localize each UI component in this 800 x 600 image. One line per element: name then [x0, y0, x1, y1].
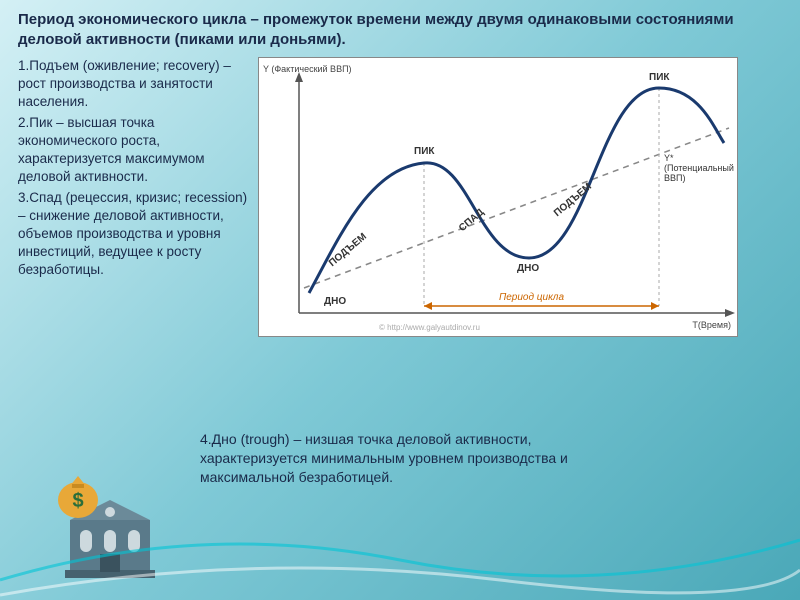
y-axis-label: Y (Фактический ВВП): [263, 64, 352, 74]
label-trough-2: ДНО: [517, 263, 539, 274]
def-4: 4.Дно (trough) – низшая точка деловой ак…: [200, 430, 640, 487]
label-peak-1: ПИК: [414, 146, 434, 157]
x-axis-label: T(Время): [692, 320, 731, 330]
def-1: 1.Подъем (оживление; recovery) – рост пр…: [18, 57, 248, 112]
label-potential-gdp: Y* (Потенциальный ВВП): [664, 153, 737, 183]
chart-watermark: © http://www.galyautdinov.ru: [379, 323, 480, 332]
label-trough-1: ДНО: [324, 296, 346, 307]
label-peak-2: ПИК: [649, 72, 669, 83]
def-3: 3.Спад (рецессия, кризис; recession) – с…: [18, 189, 248, 280]
business-cycle-chart: Y (Фактический ВВП) T(Время) ПОДЪЕМ ПИК …: [258, 57, 738, 337]
svg-text:$: $: [72, 490, 83, 512]
slide-title: Период экономического цикла – промежуток…: [0, 0, 800, 57]
definitions-left: 1.Подъем (оживление; recovery) – рост пр…: [18, 57, 248, 337]
bank-building-icon: $: [50, 470, 170, 580]
content-row: 1.Подъем (оживление; recovery) – рост пр…: [0, 57, 800, 337]
def-2: 2.Пик – высшая точка экономического рост…: [18, 114, 248, 187]
period-label: Период цикла: [499, 292, 564, 303]
